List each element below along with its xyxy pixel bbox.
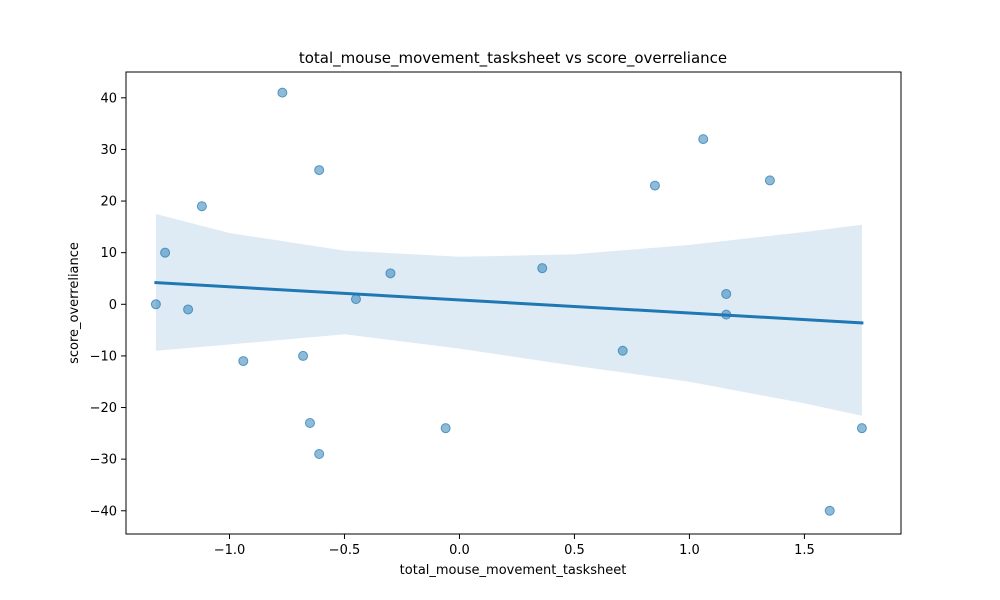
y-tick-label: −10	[90, 349, 117, 364]
x-tick-label: 1.5	[794, 543, 815, 558]
y-tick-label: −30	[90, 453, 117, 468]
data-point	[150, 299, 161, 310]
data-point	[440, 423, 451, 434]
data-point	[385, 268, 396, 279]
data-point	[856, 423, 867, 434]
data-point	[277, 87, 288, 98]
y-axis-label: score_overreliance	[67, 242, 82, 364]
data-point	[721, 288, 732, 299]
x-tick-label: 1.0	[679, 543, 700, 558]
data-point	[350, 294, 361, 305]
data-point	[298, 350, 309, 361]
regression-line-layer	[154, 281, 864, 325]
data-point	[238, 356, 249, 367]
data-point	[160, 247, 171, 258]
data-points-layer	[150, 87, 867, 516]
data-point	[649, 180, 660, 191]
y-tick-label: 40	[100, 91, 117, 106]
data-point	[183, 304, 194, 315]
data-point	[314, 448, 325, 459]
data-point	[537, 263, 548, 274]
x-axis: −1.0 −0.5 0.0 0.5 1.0 1.5	[214, 534, 815, 558]
data-point	[617, 345, 628, 356]
y-tick-label: −20	[90, 401, 117, 416]
data-point	[196, 201, 207, 212]
y-tick-label: −40	[90, 504, 117, 519]
x-tick-label: 0.0	[449, 543, 470, 558]
y-axis: −40 −30 −20 −10 0 10 20 30 40	[90, 91, 126, 519]
x-tick-label: 0.5	[564, 543, 585, 558]
chart-title: total_mouse_movement_tasksheet vs score_…	[299, 49, 727, 68]
y-tick-label: 30	[100, 143, 117, 158]
data-point	[698, 134, 709, 145]
data-point	[304, 418, 315, 429]
data-point	[721, 309, 732, 320]
data-point	[824, 505, 835, 516]
y-tick-label: 20	[100, 195, 117, 210]
plot-frame	[125, 71, 902, 535]
data-point	[314, 165, 325, 176]
x-tick-label: −1.0	[214, 543, 246, 558]
data-point	[764, 175, 775, 186]
y-tick-label: 0	[109, 298, 117, 313]
x-axis-label: total_mouse_movement_tasksheet	[400, 563, 627, 578]
confidence-band-layer	[155, 213, 862, 416]
y-tick-label: 10	[100, 246, 117, 261]
confidence-band	[155, 213, 862, 416]
regression-line	[154, 281, 864, 325]
x-tick-label: −0.5	[329, 543, 361, 558]
